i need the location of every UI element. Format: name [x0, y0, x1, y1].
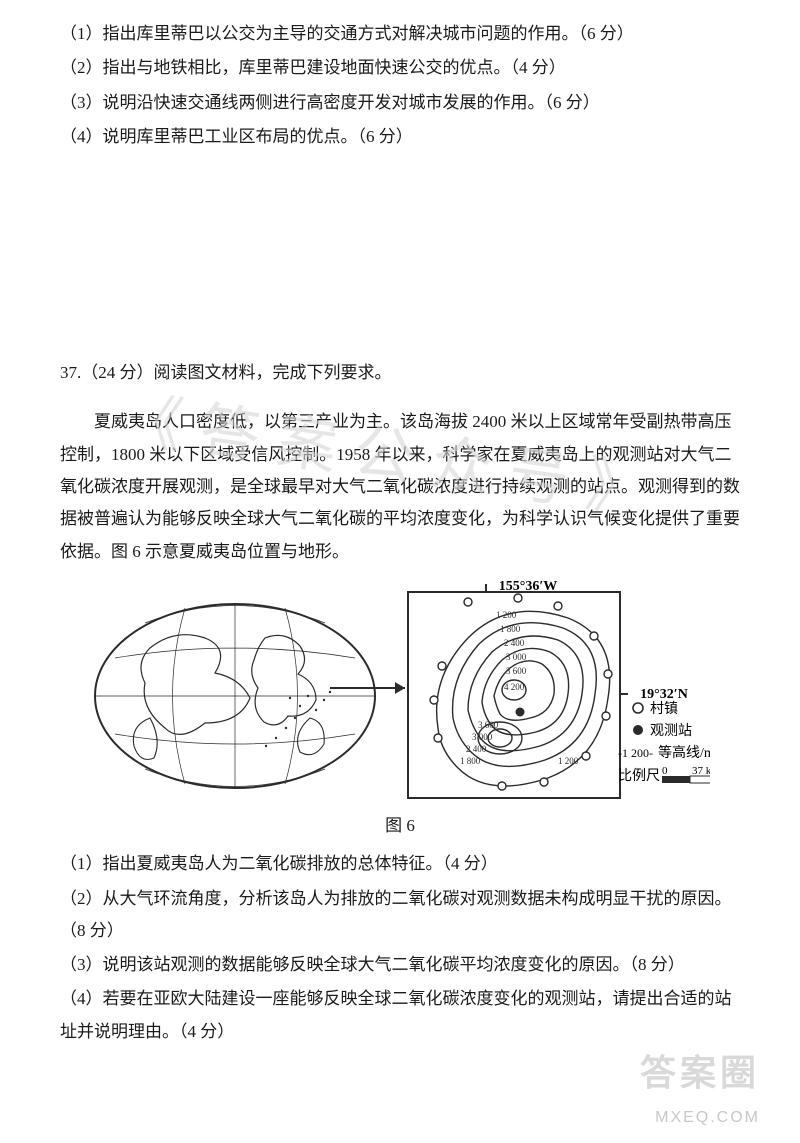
- c-3600b: 3 600: [478, 720, 499, 730]
- c-3000b: 3 000: [472, 732, 493, 742]
- c-1800a: 1 800: [500, 624, 521, 634]
- q37-3: （3）说明该站观测的数据能够反映全球大气二氧化碳平均浓度变化的原因。（8 分）: [60, 949, 740, 981]
- q37-1: （1）指出夏威夷岛人为二氧化碳排放的总体特征。（4 分）: [60, 848, 740, 880]
- figure-caption: 图 6: [60, 810, 740, 842]
- q37-head: 37.（24 分）阅读图文材料，完成下列要求。: [60, 357, 740, 389]
- scale-label: 比例尺: [618, 768, 660, 784]
- scale-zero: 0: [662, 765, 668, 777]
- c-2400b: 2 400: [466, 744, 487, 754]
- answer-space: [60, 155, 740, 355]
- c-2400a: 2 400: [504, 638, 525, 648]
- hawaii-panel: 155°36′W 19°32′N 1: [408, 579, 710, 798]
- q36-3: （3）说明沿快速交通线两侧进行高密度开发对城市发展的作用。（6 分）: [60, 87, 740, 119]
- q36-2: （2）指出与地铁相比，库里蒂巴建设地面快速公交的优点。（4 分）: [60, 52, 740, 84]
- q37-4: （4）若要在亚欧大陆建设一座能够反映全球二氧化碳浓度变化的观测站，请提出合适的站…: [60, 983, 740, 1048]
- legend-village: 村镇: [650, 701, 678, 717]
- c-4200: 4 200: [504, 682, 525, 692]
- c-1800b: 1 800: [460, 756, 481, 766]
- q36-4: （4）说明库里蒂巴工业区布局的优点。（6 分）: [60, 121, 740, 153]
- q37-passage: 夏威夷岛人口密度低，以第三产业为主。该岛海拔 2400 米以上区域常年受副热带高…: [60, 406, 740, 567]
- c-1200a: 1 200: [496, 610, 517, 620]
- scale-end: 37 km: [692, 765, 710, 777]
- world-map: [95, 604, 405, 788]
- watermark-url: MXEQ.COM: [655, 1103, 760, 1133]
- c-3000a: 3 000: [506, 652, 527, 662]
- legend-contour: 等高线/m: [658, 744, 710, 761]
- figure-6: 155°36′W 19°32′N 1: [60, 578, 740, 808]
- q37-2: （2）从大气环流角度，分析该岛人为排放的二氧化碳对观测数据未构成明显干扰的原因。…: [60, 883, 740, 948]
- legend-station: 观测站: [650, 723, 692, 739]
- q36-1: （1）指出库里蒂巴以公交为主导的交通方式对解决城市问题的作用。（6 分）: [60, 18, 740, 50]
- lon-label: 155°36′W: [499, 579, 558, 594]
- c-3600a: 3 600: [506, 666, 527, 676]
- station-dot: [516, 707, 525, 716]
- legend-contour-sym: -1 200-: [618, 746, 653, 760]
- c-1200b: 1 200: [558, 756, 579, 766]
- lat-label: 19°32′N: [640, 687, 688, 702]
- watermark-corner: 答案圈: [640, 1039, 760, 1107]
- legend: 村镇 观测站 -1 200- 等高线/m 比例尺 0 37 km: [618, 701, 710, 784]
